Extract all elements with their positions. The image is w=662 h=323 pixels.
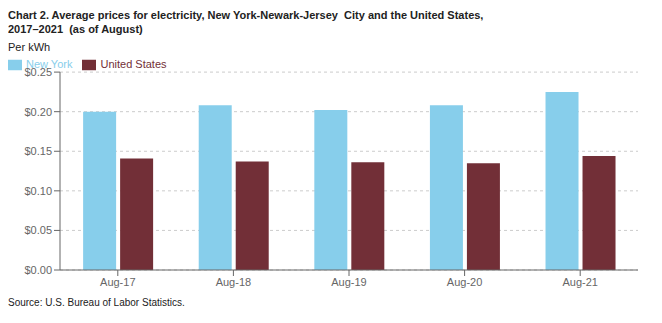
svg-text:Aug-17: Aug-17 — [100, 276, 135, 288]
svg-text:$0.20: $0.20 — [24, 106, 52, 118]
svg-text:$0.00: $0.00 — [24, 264, 52, 276]
svg-text:$0.15: $0.15 — [24, 145, 52, 157]
svg-text:Aug-20: Aug-20 — [447, 276, 482, 288]
svg-text:$0.10: $0.10 — [24, 185, 52, 197]
svg-text:Aug-21: Aug-21 — [562, 276, 597, 288]
svg-text:$0.05: $0.05 — [24, 224, 52, 236]
svg-text:Aug-19: Aug-19 — [331, 276, 366, 288]
svg-text:Aug-18: Aug-18 — [216, 276, 251, 288]
svg-text:$0.25: $0.25 — [24, 66, 52, 78]
